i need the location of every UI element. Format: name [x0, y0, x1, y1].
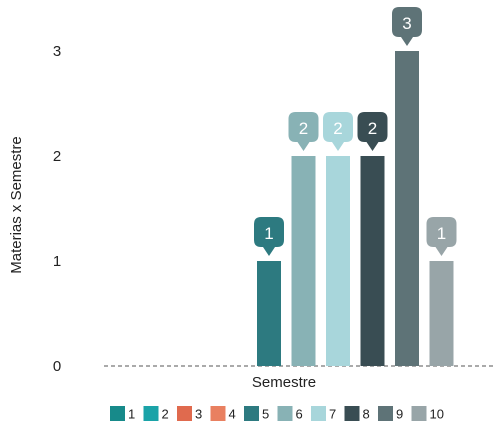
- value-label: 1: [437, 224, 446, 243]
- value-label: 2: [368, 119, 377, 138]
- legend-label: 1: [128, 407, 135, 422]
- legend-label: 6: [296, 407, 303, 422]
- legend-label: 4: [229, 407, 236, 422]
- value-callout: [392, 7, 422, 46]
- y-axis: 0 1 2 3: [53, 43, 61, 375]
- value-label: 2: [299, 119, 308, 138]
- value-callout: [357, 112, 388, 151]
- legend-label: 2: [162, 407, 169, 422]
- legend-swatch: [277, 406, 293, 421]
- legend-swatch: [143, 406, 159, 421]
- legend-swatch: [311, 406, 326, 421]
- legend-label: 9: [396, 407, 403, 422]
- legend-label: 10: [430, 407, 444, 422]
- legend-swatch: [344, 406, 360, 421]
- value-callout: [323, 112, 353, 151]
- value-label: 3: [402, 14, 411, 33]
- legend: 1 2 3 4 5 6 7 8 9 10: [110, 406, 444, 422]
- value-label: 1: [264, 224, 273, 243]
- bar-semestre-7: [326, 156, 350, 366]
- legend-label: 3: [195, 407, 202, 422]
- legend-label: 8: [363, 407, 370, 422]
- legend-swatch: [210, 406, 226, 421]
- legend-swatch: [244, 406, 259, 421]
- bar-semestre-6: [291, 156, 316, 366]
- y-tick-label: 0: [53, 358, 61, 375]
- legend-label: 7: [329, 407, 336, 422]
- legend-swatch: [411, 406, 427, 421]
- bar-semestre-9: [395, 51, 419, 366]
- y-tick-label: 2: [53, 148, 61, 165]
- bar-group: [257, 51, 454, 366]
- legend-swatch: [177, 406, 192, 421]
- legend-swatch: [378, 406, 393, 421]
- legend-swatch: [110, 406, 125, 421]
- y-tick-label: 3: [53, 43, 61, 60]
- value-labels: 1 2 2 2 3 1: [254, 7, 457, 256]
- y-tick-label: 1: [53, 253, 61, 270]
- legend-label: 5: [262, 407, 269, 422]
- y-axis-title: Materias x Semestre: [8, 136, 25, 274]
- bar-semestre-8: [360, 156, 385, 366]
- bar-semestre-10: [429, 261, 454, 366]
- value-callout: [254, 217, 284, 256]
- x-axis-title: Semestre: [252, 374, 316, 391]
- value-callout: [426, 217, 457, 256]
- bar-semestre-5: [257, 261, 281, 366]
- value-label: 2: [333, 119, 342, 138]
- value-callout: [288, 112, 319, 151]
